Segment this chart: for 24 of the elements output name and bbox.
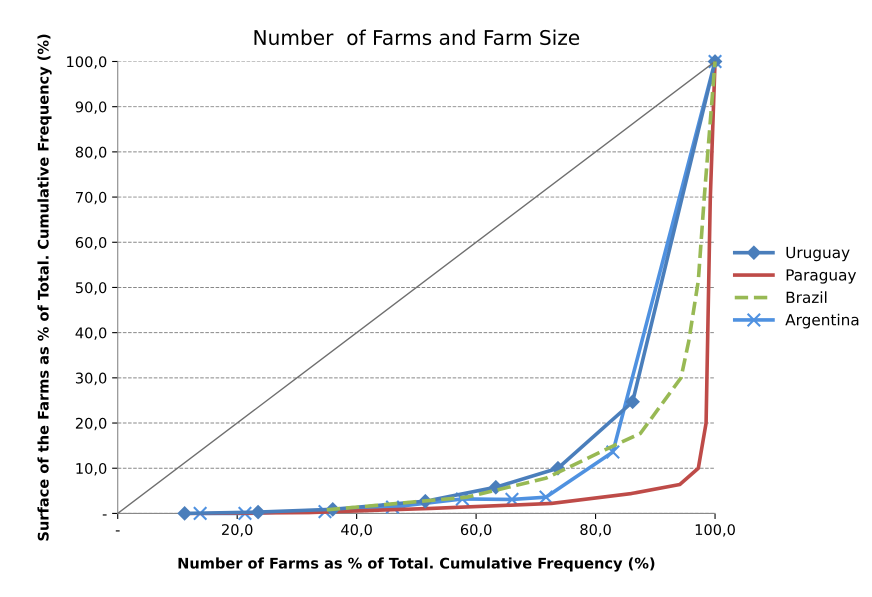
x-tick-label: 80,0 (580, 524, 611, 537)
chart-title: Number of Farms and Farm Size (254, 30, 580, 46)
x-tick-label: 20,0 (222, 524, 252, 537)
y-tick-label: 10,0 (76, 462, 106, 476)
legend-label: Brazil (786, 291, 826, 304)
x-tick-label: 60,0 (460, 524, 492, 537)
legend-label: Uruguay (786, 246, 850, 262)
x-tick-label: 100,0 (696, 524, 735, 537)
y-tick-label: 90,0 (76, 101, 106, 114)
y-tick-label: - (102, 514, 107, 516)
y-tick-label: 70,0 (76, 192, 106, 204)
y-tick-label: 80,0 (76, 146, 106, 160)
y-tick-label: 100,0 (67, 56, 106, 69)
y-tick-label: 40,0 (76, 327, 106, 340)
x-tick-label: - (116, 530, 120, 532)
legend-label: Paraguay (786, 269, 856, 284)
x-axis-title: Number of Farms as % of Total. Cumulative Frequency (%) (178, 557, 654, 572)
y-axis-title: Surface of the Farms as % of Total. Cumulative Frequency (%) (37, 34, 52, 541)
legend-label: Argentina (785, 314, 858, 328)
y-tick-label: 30,0 (76, 372, 106, 386)
y-tick-label: 60,0 (76, 236, 106, 250)
y-tick-label: 50,0 (76, 282, 106, 295)
x-tick-label: 40,0 (341, 524, 372, 537)
y-tick-label: 20,0 (76, 418, 106, 430)
